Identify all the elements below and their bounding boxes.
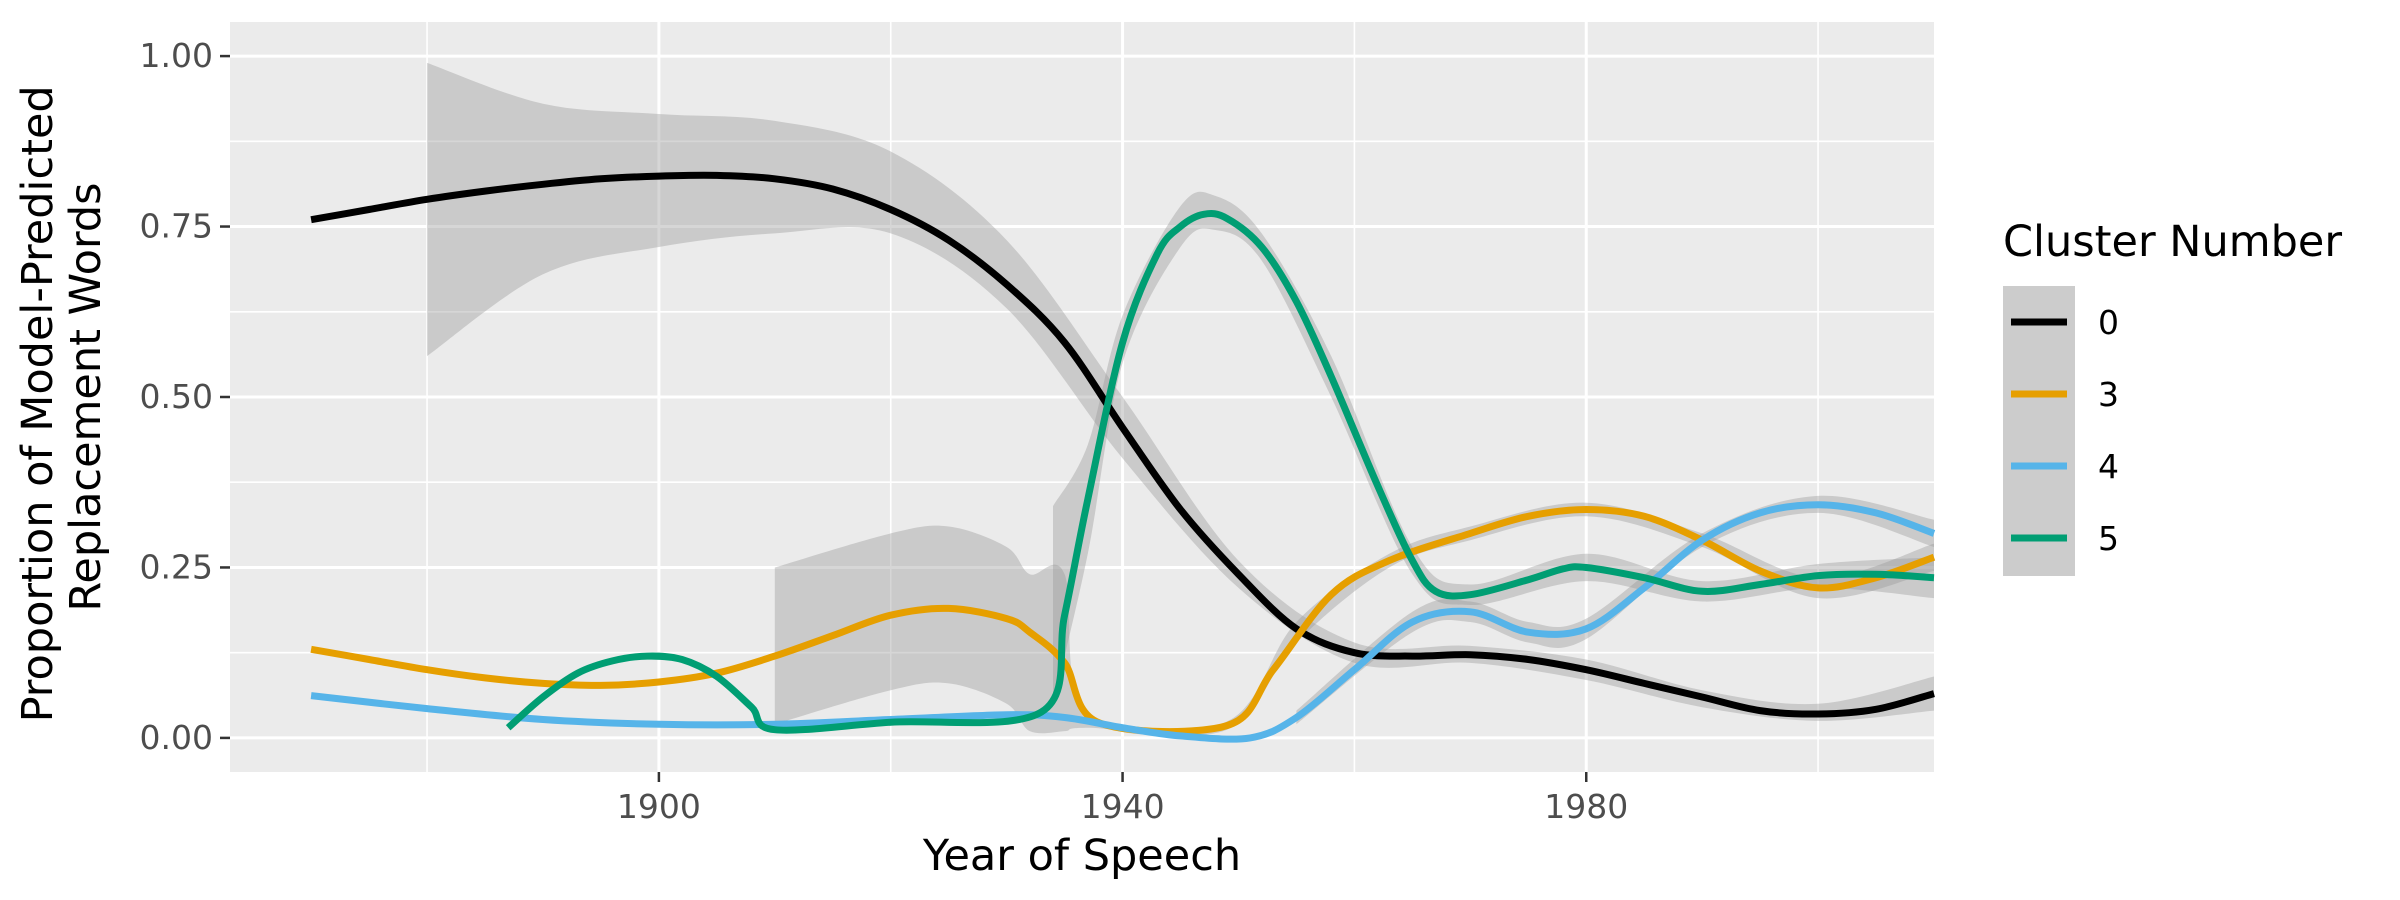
y-tick-label: 0.75 — [140, 207, 213, 246]
x-tick-label: 1980 — [1544, 787, 1628, 826]
legend-items: 0 3 4 5 — [2011, 303, 2119, 558]
series-line-4 — [310, 501, 1936, 743]
legend-label-5: 5 — [2098, 519, 2119, 558]
y-axis: 0.00 0.25 0.50 0.75 1.00 — [140, 36, 230, 757]
series-lines — [310, 171, 1936, 743]
legend: Cluster Number 0 3 4 5 — [2003, 217, 2342, 576]
legend-label-3: 3 — [2098, 375, 2119, 414]
confidence-band-0 — [427, 62, 1935, 721]
legend-label-0: 0 — [2098, 303, 2119, 342]
x-tick-label: 1900 — [617, 787, 701, 826]
y-axis-title-line-1: Proportion of Model-Predicted — [13, 85, 63, 722]
confidence-band-5 — [1053, 191, 1934, 704]
y-axis-title-line-2: Replacement Words — [61, 182, 111, 611]
legend-title: Cluster Number — [2003, 217, 2342, 267]
series-line-3 — [310, 506, 1936, 736]
legend-label-4: 4 — [2098, 447, 2119, 486]
y-tick-label: 0.00 — [140, 718, 213, 757]
x-tick-label: 1940 — [1081, 787, 1165, 826]
major-grid — [230, 22, 1934, 772]
series-line-5 — [505, 210, 1935, 734]
confidence-band-3 — [774, 502, 1934, 736]
series-line-0 — [310, 171, 1935, 718]
y-tick-label: 1.00 — [140, 36, 213, 75]
legend-key-background — [2003, 286, 2075, 576]
y-axis-title: Proportion of Model-Predicted Replacemen… — [13, 72, 111, 723]
x-axis-title: Year of Speech — [922, 831, 1241, 881]
x-axis: 1900 1940 1980 — [617, 772, 1628, 826]
y-tick-label: 0.50 — [140, 377, 213, 416]
y-tick-label: 0.25 — [140, 547, 213, 586]
